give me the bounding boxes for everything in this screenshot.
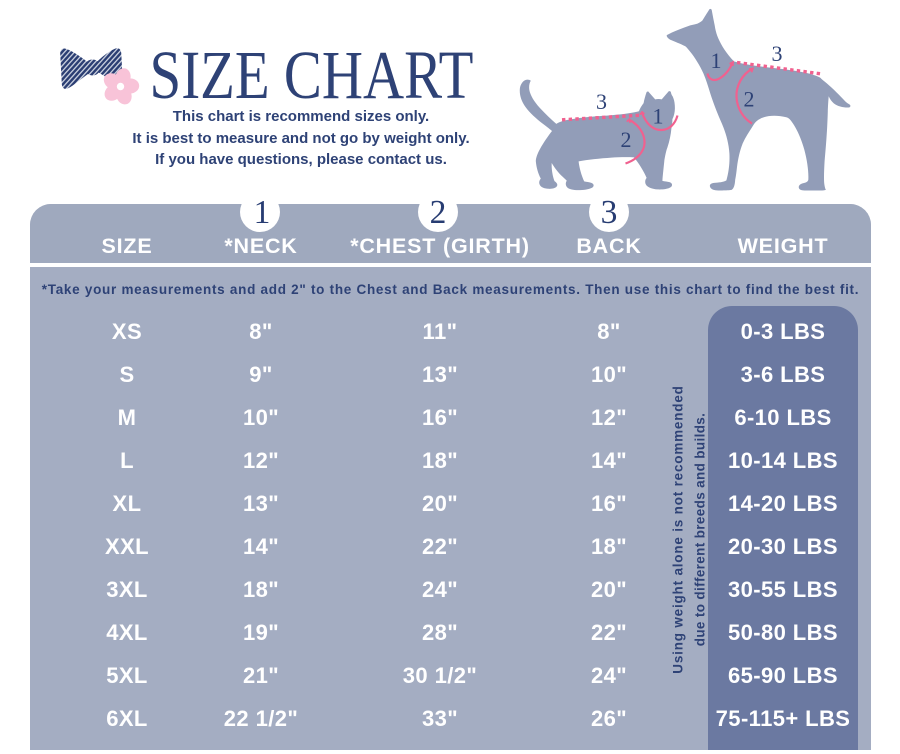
svg-text:3: 3: [772, 41, 783, 66]
svg-text:3: 3: [596, 89, 607, 114]
svg-text:1: 1: [653, 104, 664, 129]
svg-text:2: 2: [621, 127, 632, 152]
svg-text:1: 1: [711, 48, 722, 73]
svg-text:2: 2: [744, 87, 755, 112]
